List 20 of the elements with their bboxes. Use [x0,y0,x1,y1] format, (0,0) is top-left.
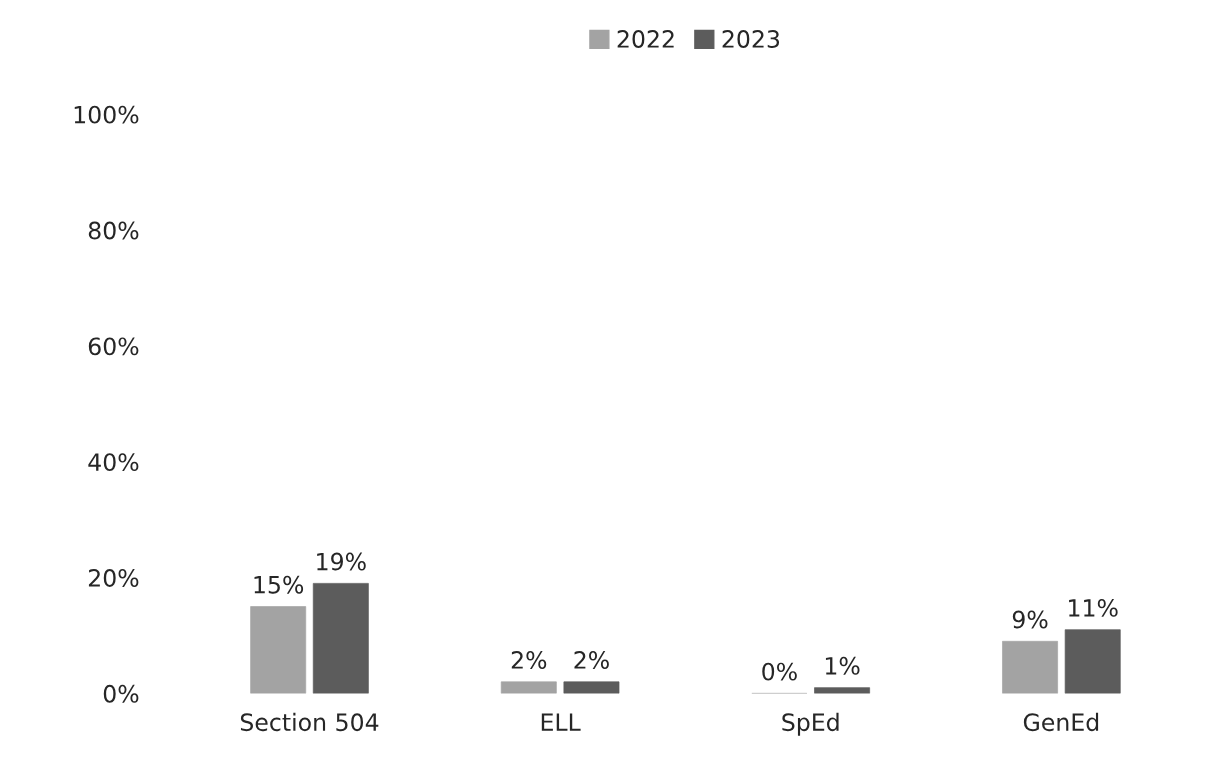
data-label: 9% [1012,610,1048,629]
data-label: 2% [574,651,609,669]
y-tick-label: 100% [74,105,139,124]
data-label: 11% [1069,598,1118,617]
data-label: 1% [825,656,860,675]
x-tick-label: ELL [541,713,581,731]
x-tick-label: GenEd [1023,712,1099,732]
x-tick-label: Section 504 [240,712,379,732]
y-tick-label: 40% [88,453,139,472]
data-label: 2% [511,651,547,669]
legend-label: 2022 [617,30,674,48]
legend-label: 2023 [722,30,780,48]
y-tick-label: 80% [88,221,139,240]
y-tick-label: 20% [88,569,139,587]
data-label: 15% [254,575,304,594]
y-tick-label: 60% [88,337,139,356]
x-tick-label: SpEd [782,712,839,736]
y-tick-label: 0% [103,684,139,703]
data-label: 19% [317,552,366,571]
data-label: 0% [762,662,797,681]
